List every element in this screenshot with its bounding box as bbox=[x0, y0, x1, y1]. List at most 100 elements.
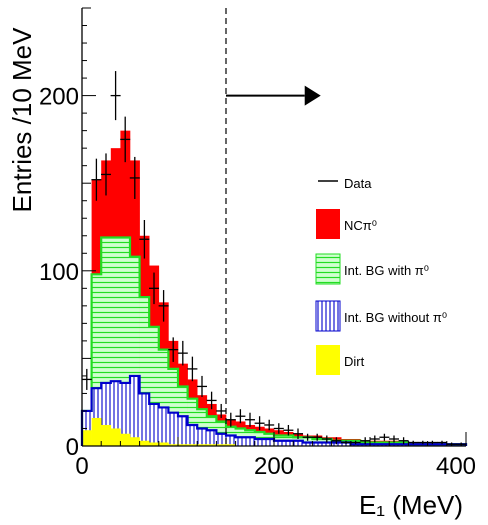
bg_without-bar bbox=[302, 442, 313, 446]
bg_without-bar bbox=[149, 403, 160, 446]
data-point bbox=[331, 437, 342, 445]
bg_without-bar bbox=[226, 435, 236, 446]
data-point bbox=[139, 219, 150, 259]
y-tick-label: 100 bbox=[39, 259, 79, 286]
bg_without-bar bbox=[168, 412, 179, 446]
data-point bbox=[101, 153, 111, 196]
legend-label-bg-without: Int. BG without π⁰ bbox=[344, 310, 447, 325]
bg_without-bar bbox=[120, 382, 131, 446]
data-point bbox=[264, 419, 275, 431]
bg_without-bar bbox=[110, 381, 121, 446]
data-point bbox=[389, 435, 399, 443]
bg_with-bar bbox=[158, 349, 169, 446]
y-axis-label: Entries /10 MeV bbox=[7, 27, 37, 213]
bg_without-bar bbox=[187, 424, 198, 446]
bg_with-bar bbox=[120, 237, 131, 446]
dirt-bar bbox=[120, 433, 131, 446]
legend-label-bg-with: Int. BG with π⁰ bbox=[344, 263, 429, 278]
histogram-outlines bbox=[80, 236, 468, 446]
bg_with-bar bbox=[149, 326, 160, 446]
data-point bbox=[369, 435, 380, 443]
dirt-bar bbox=[197, 444, 208, 446]
data-point bbox=[197, 375, 207, 397]
bg_without-bar bbox=[178, 416, 188, 446]
dirt-bar bbox=[91, 417, 102, 446]
bg_with-bar bbox=[168, 368, 179, 446]
series-dirt bbox=[82, 417, 236, 446]
bg_without-bar bbox=[216, 433, 227, 446]
data-point bbox=[427, 440, 438, 445]
data-point bbox=[341, 440, 351, 445]
bg_without-bar bbox=[158, 407, 169, 446]
bg_without-outline bbox=[80, 374, 468, 446]
data-point bbox=[379, 433, 390, 441]
bg_without-bar bbox=[254, 438, 265, 446]
legend: Data NCπ⁰ Int. BG with π⁰ Int. BG withou… bbox=[315, 176, 447, 375]
legend-swatch-nc bbox=[316, 209, 340, 239]
legend-label-nc: NCπ⁰ bbox=[344, 218, 377, 233]
data-point bbox=[91, 158, 102, 201]
bg_without-bar bbox=[206, 430, 217, 446]
x-tick-label: 200 bbox=[254, 453, 294, 480]
x-axis-label: E₁ (MeV) bbox=[359, 490, 463, 520]
data-point bbox=[360, 437, 371, 445]
dirt-bar bbox=[130, 437, 140, 446]
data-point bbox=[350, 440, 361, 445]
legend-swatch-bg-without bbox=[315, 300, 341, 332]
data-point bbox=[216, 403, 227, 418]
data-point bbox=[235, 409, 246, 424]
bg_with-bar bbox=[139, 297, 150, 446]
bg_without-bar bbox=[322, 442, 332, 446]
bg_without-bar bbox=[139, 393, 150, 446]
axes bbox=[81, 7, 467, 447]
bg_with-bar bbox=[110, 237, 121, 446]
data-points bbox=[81, 71, 467, 446]
data-point bbox=[417, 440, 428, 445]
dirt-bar bbox=[101, 424, 112, 446]
dirt-bar bbox=[139, 440, 150, 446]
data-point bbox=[302, 433, 313, 441]
data-point bbox=[321, 435, 332, 443]
legend-label-dirt: Dirt bbox=[344, 354, 365, 369]
data-point bbox=[149, 272, 159, 305]
x-tick-label: 0 bbox=[75, 453, 88, 480]
x-tick-label: 400 bbox=[436, 453, 476, 480]
y-tick-label: 0 bbox=[66, 434, 79, 461]
cut-arrow bbox=[226, 85, 321, 106]
data-point bbox=[398, 437, 409, 445]
bg_with-bar bbox=[130, 256, 140, 446]
legend-label-data: Data bbox=[344, 176, 372, 191]
dirt-bar bbox=[216, 444, 227, 446]
data-point bbox=[206, 391, 217, 410]
data-point bbox=[254, 416, 265, 431]
bg_without-bar bbox=[197, 428, 208, 446]
data-point bbox=[177, 340, 188, 366]
bg_without-bar bbox=[312, 442, 323, 446]
data-point bbox=[187, 356, 198, 382]
dirt-bar bbox=[168, 444, 179, 446]
bg_without-bar bbox=[283, 440, 294, 446]
dirt-bar bbox=[187, 444, 198, 446]
data-point bbox=[293, 428, 303, 439]
dirt-bar bbox=[82, 430, 92, 446]
dirt-bar bbox=[206, 444, 217, 446]
dirt-bar bbox=[110, 428, 121, 446]
dirt-bar bbox=[149, 442, 160, 446]
data-point bbox=[437, 440, 447, 445]
legend-swatch-bg-with bbox=[315, 253, 341, 285]
bg_without-bar bbox=[274, 440, 284, 446]
bg_with-bar bbox=[101, 237, 112, 446]
data-point bbox=[283, 424, 294, 436]
dirt-bar bbox=[226, 444, 236, 446]
data-point bbox=[129, 156, 140, 199]
data-point bbox=[110, 71, 121, 121]
dirt-bar bbox=[178, 444, 188, 446]
data-point bbox=[273, 423, 284, 434]
bg_with-bar bbox=[187, 398, 198, 446]
data-point bbox=[312, 433, 323, 441]
data-point bbox=[245, 412, 255, 427]
data-point bbox=[225, 412, 236, 427]
bg_without-bar bbox=[235, 437, 246, 446]
bg_with-outline bbox=[80, 236, 468, 446]
